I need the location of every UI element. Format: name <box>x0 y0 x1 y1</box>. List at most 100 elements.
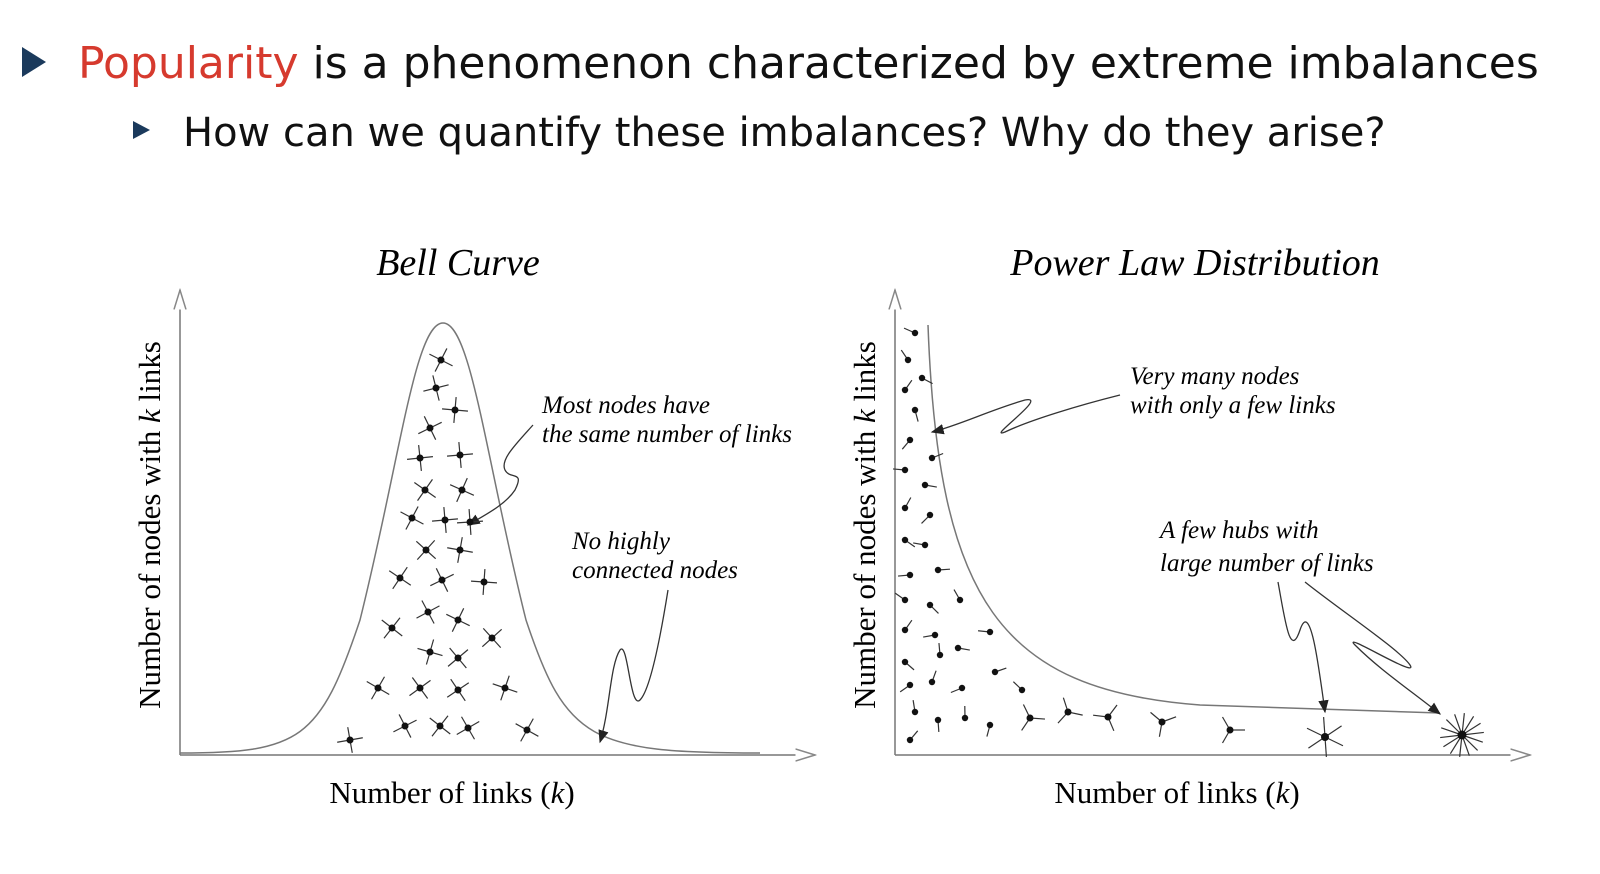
bell-curve <box>179 322 761 754</box>
node <box>466 518 474 526</box>
annotation: A few hubs with <box>1158 517 1319 544</box>
figure-title: Bell Curve <box>376 242 540 284</box>
node <box>464 724 472 732</box>
node <box>1457 730 1467 740</box>
node <box>954 644 962 652</box>
label-part: k <box>551 775 566 810</box>
label-part: Number of links ( <box>329 775 550 810</box>
node <box>1104 713 1112 721</box>
y-label: Number of nodes with k links <box>132 341 167 709</box>
node <box>918 374 926 382</box>
node <box>904 356 912 364</box>
node <box>388 624 396 632</box>
label-part: links <box>132 341 167 409</box>
node <box>961 714 969 722</box>
power-figure: Power Law Distribution Number of nodes w… <box>847 242 1530 810</box>
node <box>424 608 432 616</box>
node <box>901 658 909 666</box>
node <box>901 386 909 394</box>
arrow <box>1304 581 1442 715</box>
node <box>401 722 409 730</box>
node <box>1018 686 1026 694</box>
node <box>906 681 914 689</box>
label-part: k <box>132 408 167 423</box>
node <box>501 684 509 692</box>
node <box>422 546 430 554</box>
node <box>396 574 404 582</box>
node <box>936 651 944 659</box>
node <box>928 454 936 462</box>
node <box>934 566 942 574</box>
node <box>991 668 999 676</box>
node <box>901 466 909 474</box>
node <box>441 516 449 524</box>
node <box>438 576 446 584</box>
node <box>421 486 429 494</box>
node <box>934 716 942 724</box>
node <box>426 648 434 656</box>
node <box>408 514 416 522</box>
label-part: ) <box>564 775 574 810</box>
annotation: with only a few links <box>1130 392 1336 419</box>
node <box>346 736 354 744</box>
sub-bullet: How can we quantify these imbalances? Wh… <box>183 110 1386 156</box>
node <box>456 451 464 459</box>
node <box>911 406 919 414</box>
bullet-text: is a phenomenon characterized by extreme… <box>313 38 1539 89</box>
sub-bullet-marker <box>133 121 150 139</box>
node <box>926 601 934 609</box>
x-label: Number of links (k) <box>329 775 574 810</box>
label-part: k <box>1276 775 1291 810</box>
node <box>1321 733 1329 741</box>
node <box>416 684 424 692</box>
node <box>454 616 462 624</box>
label-part: Number of nodes with <box>132 423 167 709</box>
node <box>454 686 462 694</box>
annotation: Most nodes have <box>541 392 710 419</box>
y-label: Number of nodes with k links <box>847 341 882 709</box>
arrow <box>466 424 534 526</box>
label-part: k <box>847 408 882 423</box>
node <box>488 634 496 642</box>
node <box>926 511 934 519</box>
node <box>456 546 464 554</box>
node <box>901 626 909 634</box>
annotation: large number of links <box>1160 550 1374 577</box>
label-part: ) <box>1289 775 1299 810</box>
node <box>1026 714 1034 722</box>
node <box>480 578 488 586</box>
node <box>1064 708 1072 716</box>
node <box>1226 726 1234 734</box>
node <box>436 722 444 730</box>
node <box>906 571 914 579</box>
label-part: Number of nodes with <box>847 423 882 709</box>
bullet: Popularity is a phenomenon characterized… <box>78 38 1539 89</box>
node <box>426 424 434 432</box>
bell-figure: Bell Curve Number of nodes with k links … <box>132 242 815 810</box>
annotation: the same number of links <box>542 421 792 448</box>
x-label: Number of links (k) <box>1054 775 1299 810</box>
node <box>437 356 445 364</box>
bullet-text <box>299 38 313 89</box>
node <box>901 596 909 604</box>
node <box>911 708 919 716</box>
node <box>986 721 994 729</box>
bullet-marker <box>22 47 46 77</box>
annotation: Very many nodes <box>1130 363 1299 390</box>
node <box>928 678 936 686</box>
node <box>901 536 909 544</box>
power-curve <box>927 324 1441 714</box>
highlight: Popularity <box>78 38 299 89</box>
node <box>458 486 466 494</box>
node <box>986 628 994 636</box>
label-part: Number of links ( <box>1054 775 1275 810</box>
node <box>958 684 966 692</box>
figure-title: Power Law Distribution <box>1009 242 1380 284</box>
annotation: connected nodes <box>572 557 738 584</box>
node <box>911 329 919 337</box>
node <box>921 481 929 489</box>
node <box>454 654 462 662</box>
label-part: links <box>847 341 882 409</box>
node <box>901 504 909 512</box>
